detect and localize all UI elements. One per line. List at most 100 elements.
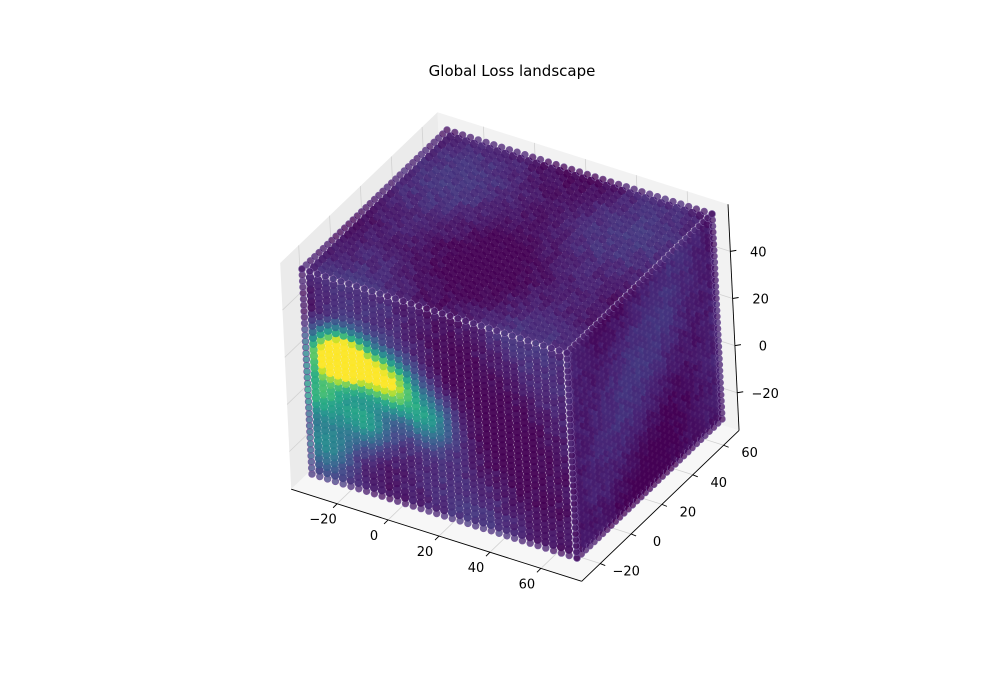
data-point xyxy=(535,423,545,432)
data-point xyxy=(467,449,477,458)
data-point xyxy=(514,458,523,467)
data-point xyxy=(479,518,488,527)
data-point xyxy=(424,340,433,349)
data-point xyxy=(494,362,503,372)
data-point xyxy=(377,325,386,335)
data-point xyxy=(325,362,334,372)
data-point xyxy=(553,470,562,479)
data-point xyxy=(447,508,457,517)
data-point xyxy=(505,431,514,440)
data-point xyxy=(450,408,459,417)
data-point xyxy=(547,355,557,365)
data-point xyxy=(385,334,394,343)
data-point xyxy=(411,401,421,411)
data-point xyxy=(415,319,424,329)
data-point xyxy=(323,314,332,323)
data-point xyxy=(411,383,420,393)
data-point xyxy=(542,395,551,405)
data-point xyxy=(379,373,389,383)
data-point xyxy=(321,432,330,441)
data-point xyxy=(396,396,405,406)
data-point xyxy=(551,434,560,443)
data-point xyxy=(392,312,401,321)
data-point xyxy=(493,505,503,514)
data-point xyxy=(480,400,490,409)
data-point xyxy=(428,430,438,440)
data-point xyxy=(357,378,366,387)
data-point xyxy=(430,461,439,470)
data-point xyxy=(481,418,491,427)
data-point xyxy=(390,436,399,446)
data-point xyxy=(557,406,567,415)
data-point xyxy=(368,293,377,302)
data-point xyxy=(329,435,338,444)
data-point xyxy=(476,463,485,473)
data-point xyxy=(420,416,429,425)
data-point xyxy=(310,357,319,367)
data-point xyxy=(345,446,354,455)
data-point xyxy=(519,412,529,421)
x-tick-mark xyxy=(434,535,440,541)
data-point xyxy=(374,419,383,429)
data-point xyxy=(369,323,379,332)
data-point xyxy=(471,361,480,370)
data-point xyxy=(426,376,435,386)
data-point xyxy=(527,414,537,424)
data-point xyxy=(458,131,467,139)
data-point xyxy=(467,437,476,446)
data-point xyxy=(416,344,426,353)
data-point xyxy=(432,349,441,358)
data-point xyxy=(435,421,445,430)
data-point xyxy=(380,386,389,395)
data-point xyxy=(498,447,507,456)
data-point xyxy=(439,499,449,509)
data-point xyxy=(564,545,574,554)
data-point xyxy=(440,505,449,515)
data-point xyxy=(677,200,685,208)
data-point xyxy=(494,523,503,532)
x-tick-mark xyxy=(332,503,338,509)
data-point xyxy=(315,311,324,321)
data-point xyxy=(551,428,560,437)
data-point xyxy=(508,343,518,352)
data-point xyxy=(353,312,363,321)
data-point xyxy=(344,433,353,443)
data-point xyxy=(501,359,511,368)
data-point xyxy=(410,371,419,381)
data-point xyxy=(314,287,323,297)
data-point xyxy=(614,180,623,189)
data-point xyxy=(450,396,459,405)
data-point xyxy=(514,452,523,461)
data-point xyxy=(346,321,355,331)
data-point xyxy=(331,322,340,332)
data-point xyxy=(368,447,377,456)
data-point xyxy=(339,337,349,346)
data-point xyxy=(459,422,468,432)
data-point xyxy=(377,480,386,489)
data-point xyxy=(308,464,316,472)
data-point xyxy=(424,352,434,361)
data-point xyxy=(360,285,369,293)
data-point xyxy=(397,415,406,424)
data-point xyxy=(472,391,482,400)
data-point xyxy=(485,490,494,499)
data-point xyxy=(516,334,524,342)
data-point xyxy=(382,428,391,437)
data-point xyxy=(367,441,377,450)
data-point xyxy=(473,397,482,406)
data-point xyxy=(508,497,518,507)
data-point xyxy=(356,366,365,375)
data-point xyxy=(443,417,452,427)
data-point xyxy=(500,329,509,337)
y-tick-mark xyxy=(630,533,637,537)
data-point xyxy=(453,474,463,483)
data-point xyxy=(423,322,432,331)
data-point xyxy=(435,403,444,412)
data-point xyxy=(512,421,522,431)
data-point xyxy=(390,442,400,452)
data-point xyxy=(554,500,564,509)
z-tick-mark xyxy=(737,391,744,394)
data-point xyxy=(331,335,341,344)
data-point xyxy=(360,290,369,299)
data-point xyxy=(408,495,418,505)
